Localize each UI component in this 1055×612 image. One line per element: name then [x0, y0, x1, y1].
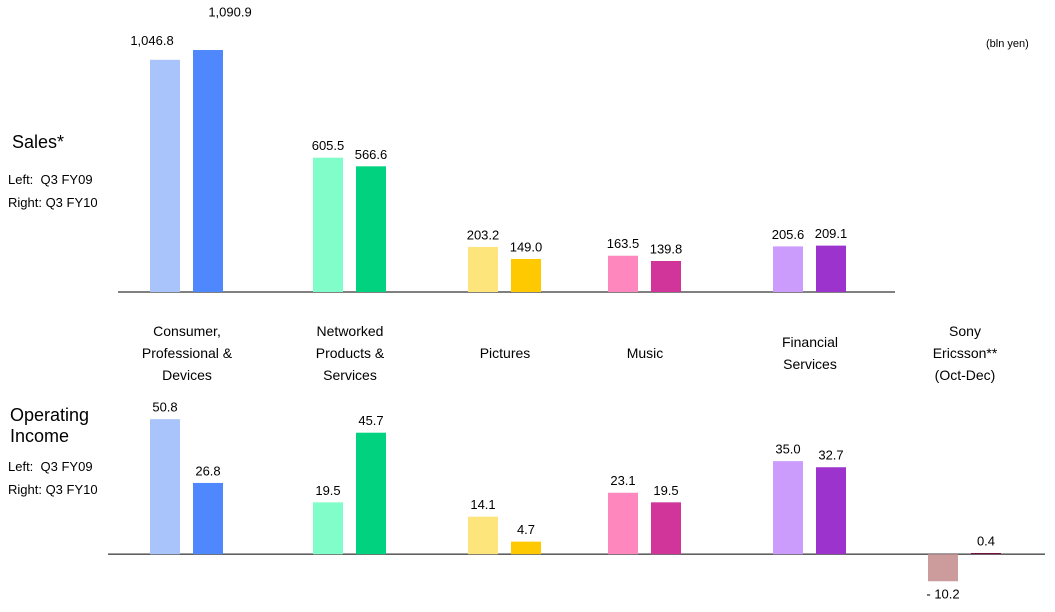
bar: [816, 467, 846, 555]
bar: [150, 419, 180, 555]
legend-entry: Right: Q3 FY10: [8, 195, 98, 210]
legend-entry: Left: Q3 FY09: [8, 459, 93, 474]
value-label: 14.1: [470, 497, 495, 512]
value-label: 139.8: [650, 241, 683, 256]
value-label: 1,090.9: [208, 4, 251, 19]
value-label: 0.4: [977, 534, 995, 549]
value-label: 32.7: [818, 448, 843, 463]
bar: [651, 260, 681, 292]
bar: [773, 246, 803, 292]
legend-entry: Right: Q3 FY10: [8, 482, 98, 497]
category-label: Music: [626, 345, 664, 361]
value-label: 35.0: [775, 442, 800, 457]
panel-title: Sales*: [12, 132, 65, 152]
bar: [356, 432, 386, 555]
bar: [313, 157, 343, 292]
value-label: 50.8: [152, 400, 177, 415]
bar: [928, 554, 958, 582]
category-label: Financial Services: [781, 334, 839, 372]
bar: [608, 492, 638, 555]
value-label: 566.6: [355, 147, 388, 162]
bar: [193, 482, 223, 555]
value-label: 4.7: [517, 522, 535, 537]
bar: [971, 553, 1001, 555]
category-label: Pictures: [479, 345, 531, 361]
bar: [150, 59, 180, 293]
value-label: 209.1: [815, 226, 848, 241]
bar: [193, 50, 223, 292]
unit-note: (bln yen): [986, 38, 1029, 50]
bar: [651, 502, 681, 555]
value-label: 203.2: [467, 227, 500, 242]
bar: [313, 502, 343, 555]
value-label: 19.5: [315, 483, 340, 498]
bar: [608, 255, 638, 292]
bar: [511, 258, 541, 292]
value-label: - 10.2: [926, 587, 959, 602]
category-label: Sony Ericsson** (Oct-Dec): [932, 323, 998, 383]
value-label: 605.5: [312, 138, 345, 153]
value-label: 45.7: [358, 413, 383, 428]
category-label: Networked Products & Services: [315, 323, 385, 383]
value-label: 1,046.8: [130, 33, 173, 48]
value-label: 163.5: [607, 236, 640, 251]
value-label: 205.6: [772, 227, 805, 242]
value-label: 26.8: [195, 463, 220, 478]
value-label: 19.5: [653, 483, 678, 498]
bar: [468, 246, 498, 292]
value-label: 23.1: [610, 473, 635, 488]
value-label: 149.0: [510, 239, 543, 254]
bar: [816, 245, 846, 292]
bar: [773, 461, 803, 555]
category-label: Consumer, Professional & Devices: [141, 323, 233, 383]
legend-entry: Left: Q3 FY09: [8, 172, 93, 187]
bar: [468, 516, 498, 555]
bar: [356, 166, 386, 292]
bar: [511, 541, 541, 555]
panel-title: Operating Income: [10, 405, 90, 446]
